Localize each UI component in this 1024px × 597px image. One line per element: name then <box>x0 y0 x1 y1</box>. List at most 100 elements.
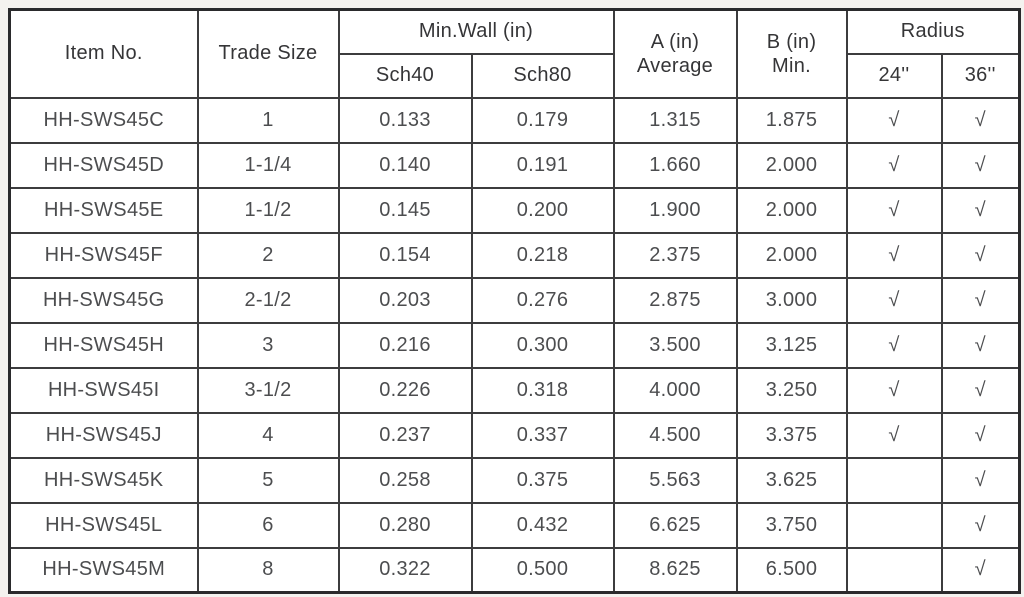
table-row: HH-SWS45E 1-1/2 0.145 0.200 1.900 2.000 … <box>8 186 1021 234</box>
cell-trade-size: 4 <box>196 411 340 459</box>
cell-b-min: 1.875 <box>735 96 848 144</box>
header-row-sub: Sch40 Sch80 24'' 36'' <box>10 52 1021 99</box>
cell-item-no: HH-SWS45E <box>8 186 199 234</box>
table-row: HH-SWS45L 6 0.280 0.432 6.625 3.750 √ <box>8 501 1021 549</box>
cell-a-average: 3.500 <box>612 321 738 369</box>
cell-b-min: 3.750 <box>735 501 848 549</box>
cell-radius-24-check <box>845 546 943 594</box>
cell-trade-size: 5 <box>196 456 340 504</box>
cell-trade-size: 1-1/4 <box>196 141 340 189</box>
spec-table: Item No. Trade Size Min.Wall (in) A (in)… <box>8 8 1021 594</box>
cell-radius-24-check: √ <box>845 186 943 234</box>
cell-a-average: 1.900 <box>612 186 738 234</box>
cell-sch80: 0.218 <box>470 231 615 279</box>
cell-sch40: 0.216 <box>337 321 473 369</box>
cell-sch40: 0.133 <box>337 96 473 144</box>
cell-sch40: 0.154 <box>337 231 473 279</box>
cell-radius-24-check: √ <box>845 276 943 324</box>
table-row: HH-SWS45I 3-1/2 0.226 0.318 4.000 3.250 … <box>8 366 1021 414</box>
cell-sch80: 0.276 <box>470 276 615 324</box>
col-header-radius-24: 24'' <box>845 52 943 99</box>
table-row: HH-SWS45D 1-1/4 0.140 0.191 1.660 2.000 … <box>8 141 1021 189</box>
table-row: HH-SWS45M 8 0.322 0.500 8.625 6.500 √ <box>8 546 1021 594</box>
cell-a-average: 1.660 <box>612 141 738 189</box>
cell-a-average: 4.500 <box>612 411 738 459</box>
cell-b-min: 3.000 <box>735 276 848 324</box>
col-header-item-no: Item No. <box>8 8 199 99</box>
cell-item-no: HH-SWS45I <box>8 366 199 414</box>
table-row: HH-SWS45C 1 0.133 0.179 1.315 1.875 √ √ <box>8 96 1021 144</box>
cell-item-no: HH-SWS45K <box>8 456 199 504</box>
cell-radius-36-check: √ <box>940 411 1021 459</box>
col-header-sch40: Sch40 <box>337 52 473 99</box>
cell-sch80: 0.375 <box>470 456 615 504</box>
cell-item-no: HH-SWS45C <box>8 96 199 144</box>
col-header-min-wall: Min.Wall (in) <box>337 8 615 55</box>
cell-item-no: HH-SWS45F <box>8 231 199 279</box>
cell-b-min: 2.000 <box>735 186 848 234</box>
cell-radius-36-check: √ <box>940 96 1021 144</box>
col-header-a-average: A (in) Average <box>612 8 738 99</box>
cell-a-average: 4.000 <box>612 366 738 414</box>
table-row: HH-SWS45J 4 0.237 0.337 4.500 3.375 √ √ <box>8 411 1021 459</box>
cell-sch40: 0.237 <box>337 411 473 459</box>
cell-trade-size: 3-1/2 <box>196 366 340 414</box>
cell-item-no: HH-SWS45D <box>8 141 199 189</box>
cell-radius-24-check <box>845 456 943 504</box>
cell-trade-size: 1 <box>196 96 340 144</box>
cell-a-average: 2.875 <box>612 276 738 324</box>
cell-b-min: 3.250 <box>735 366 848 414</box>
cell-sch40: 0.280 <box>337 501 473 549</box>
cell-trade-size: 3 <box>196 321 340 369</box>
cell-sch80: 0.179 <box>470 96 615 144</box>
cell-radius-24-check: √ <box>845 96 943 144</box>
cell-radius-24-check: √ <box>845 231 943 279</box>
cell-radius-36-check: √ <box>940 366 1021 414</box>
col-header-a-line2: Average <box>636 54 714 77</box>
cell-radius-36-check: √ <box>940 321 1021 369</box>
cell-radius-24-check: √ <box>845 411 943 459</box>
cell-a-average: 2.375 <box>612 231 738 279</box>
cell-b-min: 3.125 <box>735 321 848 369</box>
col-header-radius: Radius <box>845 8 1021 55</box>
cell-radius-24-check: √ <box>845 366 943 414</box>
table-row: HH-SWS45G 2-1/2 0.203 0.276 2.875 3.000 … <box>8 276 1021 324</box>
cell-a-average: 6.625 <box>612 501 738 549</box>
col-header-b-line2: Min. <box>772 54 811 77</box>
cell-radius-36-check: √ <box>940 501 1021 549</box>
cell-a-average: 5.563 <box>612 456 738 504</box>
cell-a-average: 8.625 <box>612 546 738 594</box>
cell-radius-36-check: √ <box>940 231 1021 279</box>
cell-sch80: 0.200 <box>470 186 615 234</box>
cell-item-no: HH-SWS45M <box>8 546 199 594</box>
cell-sch40: 0.322 <box>337 546 473 594</box>
cell-sch80: 0.318 <box>470 366 615 414</box>
cell-radius-36-check: √ <box>940 186 1021 234</box>
cell-trade-size: 2-1/2 <box>196 276 340 324</box>
cell-trade-size: 2 <box>196 231 340 279</box>
cell-b-min: 2.000 <box>735 231 848 279</box>
table-row: HH-SWS45F 2 0.154 0.218 2.375 2.000 √ √ <box>8 231 1021 279</box>
col-header-b-min: B (in) Min. <box>735 8 848 99</box>
cell-radius-24-check: √ <box>845 321 943 369</box>
cell-b-min: 3.375 <box>735 411 848 459</box>
cell-sch80: 0.300 <box>470 321 615 369</box>
cell-trade-size: 6 <box>196 501 340 549</box>
cell-radius-24-check <box>845 501 943 549</box>
table-row: HH-SWS45H 3 0.216 0.300 3.500 3.125 √ √ <box>8 321 1021 369</box>
cell-item-no: HH-SWS45L <box>8 501 199 549</box>
cell-radius-36-check: √ <box>940 546 1021 594</box>
cell-item-no: HH-SWS45H <box>8 321 199 369</box>
header-row-top: Item No. Trade Size Min.Wall (in) A (in)… <box>8 8 1021 99</box>
cell-b-min: 3.625 <box>735 456 848 504</box>
cell-b-min: 2.000 <box>735 141 848 189</box>
cell-radius-24-check: √ <box>845 141 943 189</box>
cell-trade-size: 1-1/2 <box>196 186 340 234</box>
cell-b-min: 6.500 <box>735 546 848 594</box>
cell-sch40: 0.258 <box>337 456 473 504</box>
col-header-trade-size: Trade Size <box>196 8 340 99</box>
cell-sch40: 0.140 <box>337 141 473 189</box>
cell-item-no: HH-SWS45J <box>8 411 199 459</box>
cell-sch80: 0.337 <box>470 411 615 459</box>
